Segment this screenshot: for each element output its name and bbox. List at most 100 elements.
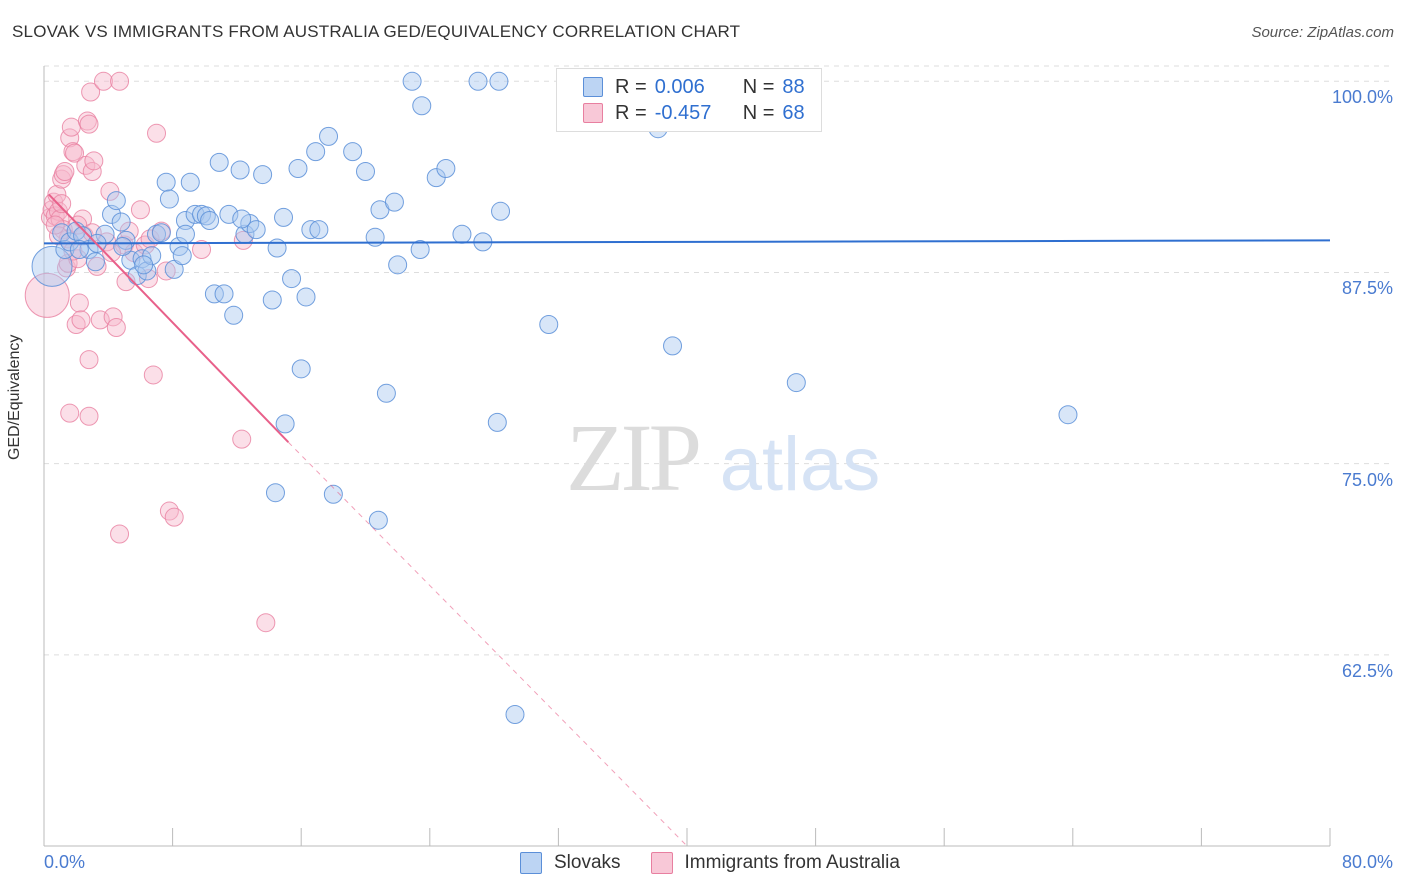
point-immigrants	[164, 507, 184, 527]
point-slovaks	[356, 162, 375, 182]
point-immigrants	[192, 240, 212, 260]
point-immigrants	[256, 613, 276, 633]
point-immigrants	[103, 307, 123, 327]
point-immigrants	[71, 310, 91, 330]
series-immigrants-from-australia	[24, 71, 276, 633]
point-immigrants	[110, 524, 130, 544]
y-tick-label: 75.0%	[1341, 469, 1393, 490]
point-slovaks	[275, 414, 295, 434]
chart-title: SLOVAK VS IMMIGRANTS FROM AUSTRALIA GED/…	[12, 22, 741, 41]
point-slovaks	[319, 126, 339, 146]
trend-lines	[43, 193, 1331, 847]
point-slovaks	[209, 152, 229, 172]
point-slovaks	[491, 201, 511, 221]
point-immigrants	[156, 261, 176, 281]
point-slovaks	[204, 284, 224, 304]
n-label: N =	[742, 101, 775, 124]
point-slovaks	[384, 192, 404, 212]
point-slovaks	[232, 209, 252, 229]
immigrants-legend-label: Immigrants from Australia	[684, 852, 900, 873]
point-slovaks	[489, 71, 509, 91]
point-slovaks	[106, 191, 126, 211]
point-slovaks	[85, 252, 105, 272]
point-slovaks	[253, 165, 273, 185]
point-slovaks	[180, 172, 200, 192]
point-immigrants	[61, 117, 81, 137]
point-slovaks	[246, 220, 266, 240]
point-slovaks	[412, 96, 432, 116]
point-slovaks	[468, 71, 488, 91]
point-slovaks	[214, 284, 234, 304]
point-immigrants	[81, 82, 101, 102]
trend-line-immigrants	[48, 193, 290, 443]
point-immigrants	[79, 406, 99, 426]
point-immigrants	[52, 194, 72, 214]
point-immigrants	[45, 215, 65, 235]
point-slovaks	[156, 172, 176, 192]
point-immigrants	[44, 192, 64, 212]
watermark-atlas: atlas	[720, 422, 881, 507]
point-immigrants	[116, 272, 136, 292]
r-label: R =	[615, 75, 647, 98]
legend-item-immigrants[interactable]: Immigrants from Australia	[650, 852, 900, 874]
point-immigrants	[232, 429, 252, 449]
point-slovaks	[69, 240, 89, 260]
point-immigrants	[79, 350, 99, 370]
legend-item-slovaks[interactable]: Slovaks	[520, 852, 621, 874]
correlation-legend: R = 0.006 N = 88 R = -0.457 N = 68	[556, 68, 822, 132]
point-slovaks	[343, 142, 363, 162]
point-slovaks	[505, 704, 525, 724]
point-slovaks	[663, 336, 683, 356]
y-tick-label: 62.5%	[1341, 660, 1393, 681]
point-slovaks	[116, 230, 136, 250]
point-immigrants	[77, 111, 97, 131]
point-slovaks	[1058, 405, 1078, 425]
slovaks-legend-label: Slovaks	[554, 852, 621, 873]
y-tick-label: 87.5%	[1341, 278, 1393, 299]
point-slovaks	[301, 220, 321, 240]
point-slovaks	[31, 245, 73, 287]
point-slovaks	[296, 287, 316, 307]
point-immigrants	[55, 162, 75, 182]
slovaks-swatch	[583, 77, 603, 97]
trend-line-slovaks	[43, 239, 1331, 245]
point-immigrants	[110, 71, 130, 91]
point-slovaks	[200, 210, 220, 230]
point-immigrants	[233, 230, 253, 250]
point-immigrants	[65, 143, 85, 163]
slovaks-legend-swatch	[520, 852, 542, 874]
legend-row-immigrants: R = -0.457 N = 68	[583, 101, 805, 125]
point-slovaks	[151, 223, 171, 243]
point-slovaks	[487, 412, 507, 432]
point-slovaks	[309, 220, 329, 240]
point-slovaks	[539, 314, 559, 334]
immigrants-swatch	[583, 103, 603, 123]
point-immigrants	[100, 181, 120, 201]
point-immigrants	[93, 71, 113, 91]
x-tick-max: 80.0%	[1341, 852, 1393, 872]
point-immigrants	[147, 123, 167, 143]
point-immigrants	[60, 403, 80, 423]
series-slovaks	[31, 71, 1078, 724]
n-value: 88	[782, 75, 805, 98]
point-slovaks	[291, 359, 311, 379]
point-slovaks	[175, 224, 195, 244]
series-legend: Slovaks Immigrants from Australia	[520, 852, 930, 874]
point-slovaks	[306, 142, 326, 162]
point-immigrants	[84, 151, 104, 171]
point-slovaks	[134, 255, 154, 275]
n-value: 68	[782, 101, 805, 124]
point-immigrants	[69, 293, 89, 313]
point-immigrants	[53, 165, 73, 185]
point-slovaks	[388, 255, 408, 275]
point-slovaks	[436, 158, 456, 178]
n-label: N =	[742, 75, 775, 98]
r-label: R =	[615, 101, 647, 124]
point-slovaks	[111, 212, 131, 232]
point-slovaks	[402, 71, 422, 91]
point-slovaks	[113, 236, 133, 256]
trend-extension-immigrants	[287, 441, 688, 847]
point-immigrants	[79, 114, 99, 134]
axes	[43, 66, 1331, 847]
